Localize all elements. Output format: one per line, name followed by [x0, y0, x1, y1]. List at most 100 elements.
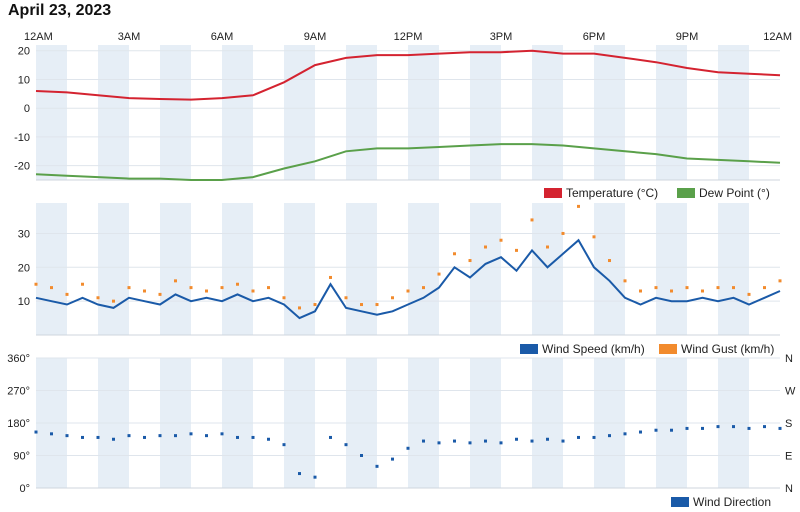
data-point: [685, 286, 689, 290]
data-point: [65, 434, 69, 438]
legend-label: Dew Point (°): [699, 186, 770, 200]
hour-band: [408, 45, 439, 180]
legend-swatch: [520, 344, 538, 354]
data-point: [778, 426, 782, 430]
chart-wind: 30 20 10 Wind Gust (km/h) Wind Speed (km/h): [18, 203, 782, 356]
y-right-tick-label: S: [785, 418, 792, 430]
data-point: [391, 457, 394, 461]
data-point: [391, 296, 394, 300]
data-point: [716, 286, 720, 290]
time-tick-label: 12AM: [24, 31, 53, 43]
data-point: [282, 443, 286, 447]
hour-band: [594, 203, 625, 335]
data-point: [577, 435, 580, 439]
data-point: [375, 303, 379, 307]
data-point: [251, 435, 255, 439]
data-point: [127, 434, 131, 438]
data-point: [747, 426, 751, 430]
data-point: [778, 279, 782, 283]
y-tick-label: 0°: [19, 483, 30, 495]
data-point: [65, 292, 69, 296]
data-point: [484, 245, 487, 249]
data-point: [453, 252, 456, 256]
data-point: [623, 432, 627, 436]
data-point: [205, 289, 208, 293]
data-point: [515, 437, 518, 441]
data-point: [453, 439, 456, 443]
data-point: [282, 296, 286, 300]
data-point: [592, 435, 596, 439]
data-point: [375, 464, 379, 468]
data-point: [298, 306, 301, 310]
data-point: [143, 289, 146, 293]
hour-band: [160, 45, 191, 180]
data-point: [81, 282, 84, 286]
hour-band: [718, 203, 749, 335]
data-point: [608, 259, 611, 263]
time-tick-label: 12PM: [394, 31, 423, 43]
data-point: [50, 286, 53, 290]
data-point: [313, 303, 317, 307]
data-point: [112, 299, 115, 303]
time-tick-label: 12AM: [763, 31, 792, 43]
hour-band: [36, 45, 67, 180]
hour-band: [98, 45, 129, 180]
data-point: [468, 441, 472, 445]
y-right-tick-label: N: [785, 483, 793, 495]
data-point: [127, 286, 131, 290]
data-point: [329, 435, 332, 439]
legend-label: Wind Direction: [693, 495, 771, 509]
hour-band: [222, 203, 253, 335]
legend-swatch: [659, 344, 677, 354]
data-point: [639, 289, 642, 293]
hour-band: [346, 45, 377, 180]
data-point: [499, 441, 503, 445]
legend-label: Wind Gust (km/h): [681, 342, 774, 356]
data-point: [670, 289, 673, 293]
data-point: [189, 432, 193, 436]
legend-swatch: [671, 497, 689, 507]
data-point: [701, 289, 704, 293]
series-line: [35, 238, 781, 320]
data-point: [220, 432, 224, 436]
data-point: [34, 282, 38, 286]
data-point: [158, 292, 162, 296]
y-tick-label: -10: [14, 132, 30, 144]
data-point: [561, 231, 565, 235]
legend-label: Temperature (°C): [566, 186, 658, 200]
hour-band: [222, 45, 253, 180]
data-point: [360, 454, 363, 457]
data-point: [406, 289, 410, 293]
y-tick-label: 270°: [7, 386, 30, 398]
data-point: [205, 434, 208, 438]
hour-band: [160, 203, 191, 335]
data-point: [236, 282, 239, 286]
data-point: [654, 428, 658, 432]
data-point: [81, 435, 84, 439]
legend-swatch: [677, 188, 695, 198]
data-point: [763, 425, 766, 429]
data-point: [422, 286, 425, 290]
y-tick-label: 10: [18, 296, 30, 308]
data-point: [96, 296, 100, 300]
data-point: [592, 235, 596, 239]
y-tick-label: 90°: [13, 451, 30, 463]
hour-band: [284, 203, 315, 335]
chart-temperature_dewpoint: 20 10 0 -10 -20 Dew Point (°) Temperature (°C): [14, 45, 781, 200]
data-point: [329, 275, 332, 279]
data-point: [685, 426, 689, 430]
data-point: [701, 426, 704, 430]
data-point: [716, 425, 720, 429]
hour-band: [470, 203, 501, 335]
data-point: [546, 245, 549, 249]
data-point: [732, 425, 735, 429]
data-point: [158, 434, 162, 438]
y-right-tick-label: N: [785, 353, 793, 365]
time-tick-label: 9PM: [676, 31, 699, 43]
data-point: [406, 446, 410, 450]
time-tick-label: 9AM: [304, 31, 327, 43]
time-tick-label: 3AM: [118, 31, 141, 43]
data-point: [50, 432, 53, 436]
hour-band: [470, 45, 501, 180]
data-point: [422, 439, 425, 443]
